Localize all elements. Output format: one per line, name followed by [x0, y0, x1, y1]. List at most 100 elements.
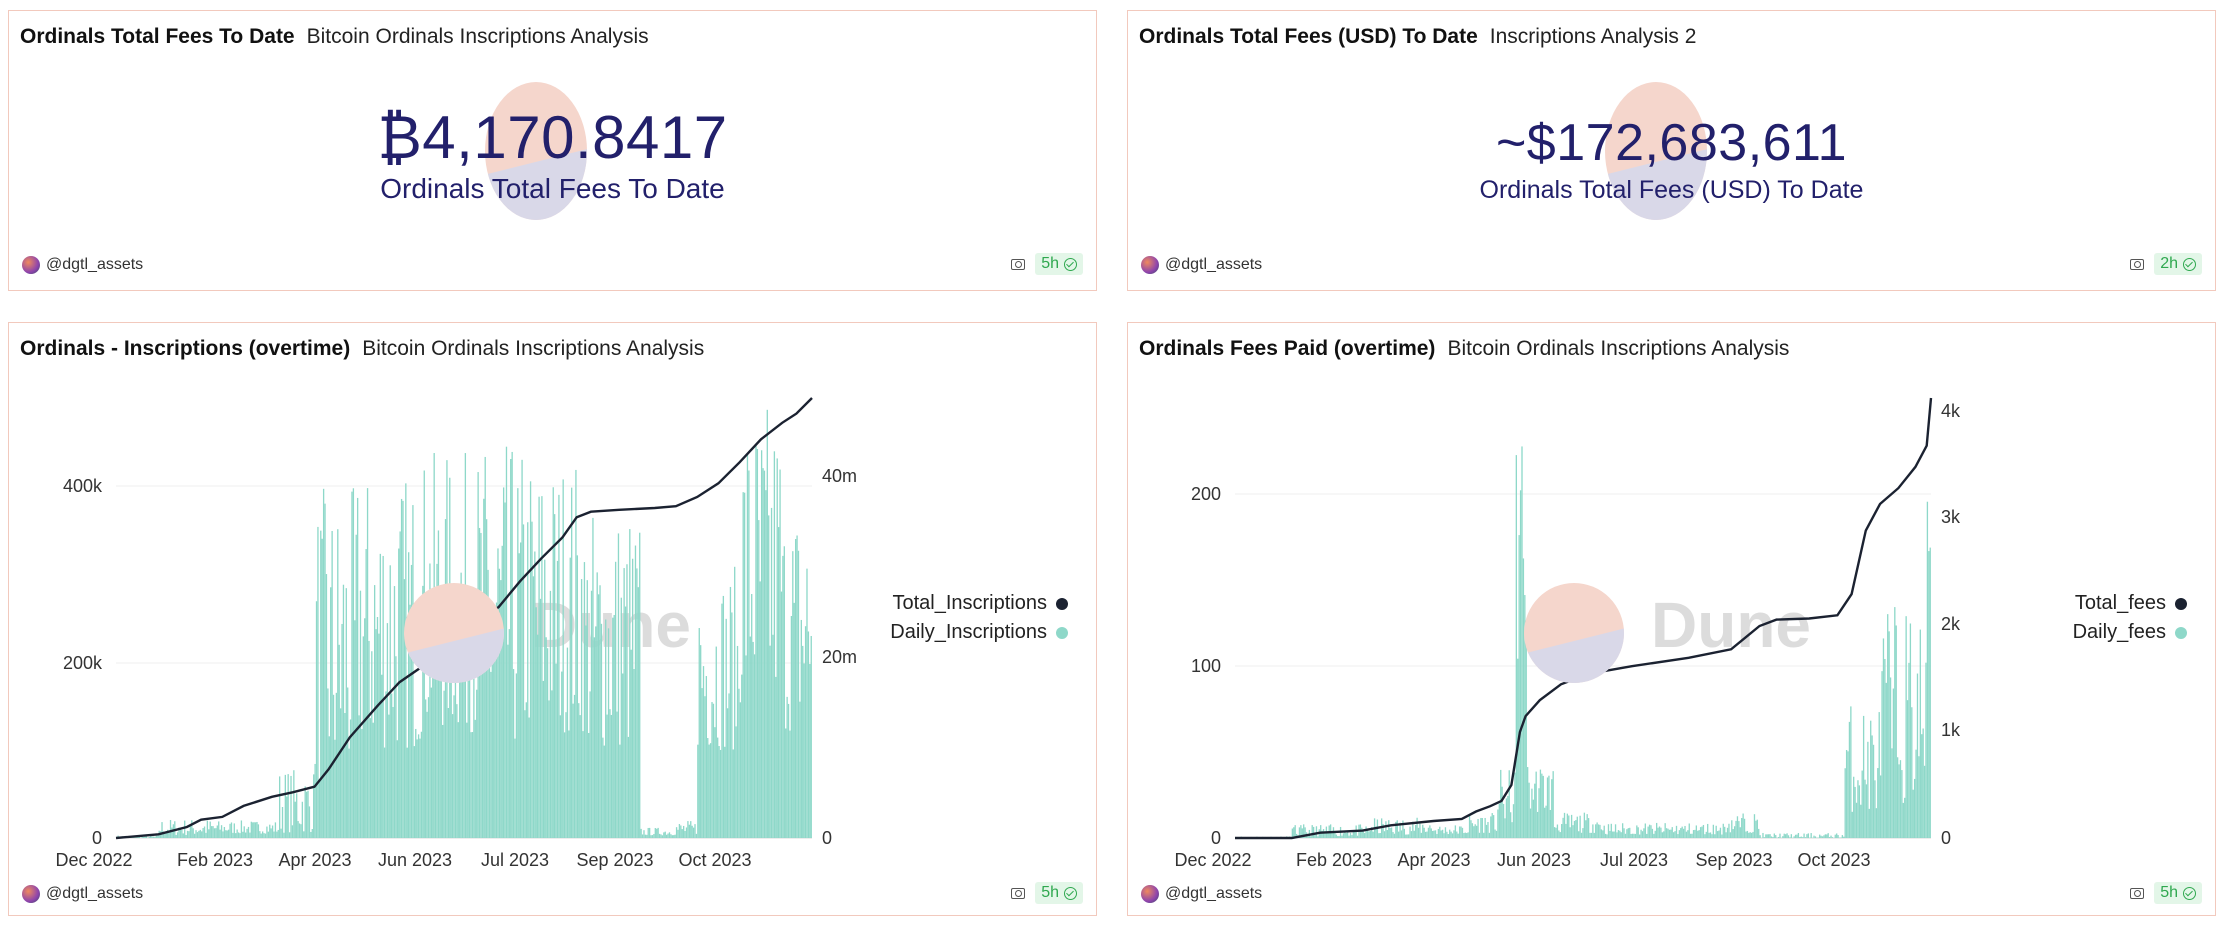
bar: [1544, 807, 1546, 838]
bar: [1840, 837, 1842, 838]
bar: [1293, 827, 1295, 838]
author-link[interactable]: @dgtl_assets: [1141, 885, 1262, 903]
bar: [354, 620, 356, 838]
legend-item[interactable]: Daily_Inscriptions: [890, 618, 1068, 647]
bar: [663, 832, 665, 838]
bar: [1548, 775, 1550, 838]
camera-icon[interactable]: [1011, 258, 1026, 270]
bar: [578, 703, 580, 838]
bar: [1769, 834, 1771, 838]
bar: [191, 820, 193, 838]
bar: [735, 726, 737, 838]
refresh-status-badge[interactable]: 5h: [2154, 882, 2202, 904]
bar: [534, 551, 536, 838]
legend-item[interactable]: Daily_fees: [2073, 618, 2187, 647]
counter-panel-fees-usd: Ordinals Total Fees (USD) To Date Inscrip…: [1127, 10, 2216, 291]
refresh-status-badge[interactable]: 2h: [2154, 253, 2202, 275]
bar: [399, 531, 401, 838]
bar: [1630, 833, 1632, 838]
bar: [602, 737, 604, 838]
bar: [1403, 828, 1405, 838]
bar: [1427, 827, 1430, 838]
bar: [256, 821, 258, 838]
legend-item[interactable]: Total_fees: [2073, 589, 2187, 618]
camera-icon[interactable]: [2130, 887, 2145, 899]
camera-icon[interactable]: [2130, 258, 2145, 270]
author-link[interactable]: @dgtl_assets: [22, 256, 143, 274]
bar: [167, 829, 169, 838]
legend-swatch: [1056, 626, 1068, 639]
check-circle-icon: [1064, 257, 1077, 271]
bar: [1389, 827, 1391, 838]
bar: [1667, 828, 1669, 838]
bar: [1352, 830, 1354, 838]
bar: [585, 625, 587, 838]
fees-paid-chart[interactable]: 0 100 200 0 1k 2k 3k 4k Dec 2022 Feb 2023 Apr 2023…: [1128, 323, 2217, 917]
panel-subtitle[interactable]: Bitcoin Ordinals Inscriptions Analysis: [1447, 337, 1790, 360]
counter-panel-fees-btc: Ordinals Total Fees To Date Bitcoin Ordin…: [8, 10, 1097, 291]
bar: [634, 545, 637, 838]
panel-title[interactable]: Ordinals Total Fees (USD) To Date: [1139, 25, 1478, 48]
bar: [1613, 831, 1615, 838]
bar: [551, 690, 553, 838]
panel-title[interactable]: Ordinals Total Fees To Date: [20, 25, 295, 48]
bar: [481, 645, 484, 838]
bar: [802, 645, 804, 838]
bar: [515, 673, 518, 838]
bar: [1561, 824, 1563, 838]
author-link[interactable]: @dgtl_assets: [22, 885, 143, 903]
panel-subtitle[interactable]: Inscriptions Analysis 2: [1489, 25, 1697, 48]
camera-icon[interactable]: [1011, 887, 1026, 899]
bar: [704, 696, 706, 838]
panel-subtitle[interactable]: Bitcoin Ordinals Inscriptions Analysis: [306, 25, 649, 48]
bar: [1361, 827, 1363, 838]
panel-title[interactable]: Ordinals - Inscriptions (overtime): [20, 337, 351, 360]
bar: [759, 581, 761, 838]
legend-item[interactable]: Total_Inscriptions: [890, 589, 1068, 618]
bar: [388, 714, 390, 838]
bar: [447, 707, 450, 838]
refresh-status-badge[interactable]: 5h: [1035, 253, 1083, 275]
bar: [269, 824, 271, 838]
bar: [314, 763, 316, 838]
bar: [474, 719, 476, 838]
bar: [416, 739, 418, 838]
bar: [1694, 829, 1696, 838]
y-left-tick-label: 0: [1211, 828, 1221, 848]
inscriptions-chart[interactable]: 0 200k 400k 0 20m 40m Dec 2022 Feb 2023 Apr 2023…: [9, 323, 1098, 917]
bar: [1773, 833, 1775, 838]
panel-subtitle[interactable]: Bitcoin Ordinals Inscriptions Analysis: [362, 337, 705, 360]
bar: [1590, 832, 1593, 838]
bar: [1906, 700, 1909, 838]
y-left-tick-label: 400k: [63, 476, 103, 496]
bar: [780, 591, 783, 838]
bar: [695, 833, 698, 838]
bar: [1467, 832, 1469, 838]
y-right-tick-label: 40m: [822, 466, 857, 486]
bar: [240, 820, 243, 838]
bar: [612, 617, 614, 838]
bar: [439, 647, 441, 838]
refresh-status-badge[interactable]: 5h: [1035, 882, 1083, 904]
bar: [646, 834, 648, 838]
bar: [466, 722, 468, 838]
bar: [1691, 833, 1693, 838]
bar: [765, 490, 767, 838]
bar: [196, 832, 199, 838]
bar: [1901, 770, 1903, 838]
bar: [508, 629, 510, 838]
bar: [569, 557, 571, 838]
bar: [202, 828, 204, 838]
author-link[interactable]: @dgtl_assets: [1141, 256, 1262, 274]
bar: [236, 829, 238, 838]
panel-title[interactable]: Ordinals Fees Paid (overtime): [1139, 337, 1436, 360]
bar: [705, 676, 708, 838]
counter-value: ~$172,683,611: [1495, 114, 1848, 172]
bar: [1303, 824, 1305, 838]
bar: [305, 791, 308, 838]
refresh-age: 5h: [1041, 255, 1059, 272]
bar: [691, 825, 693, 838]
bar: [1464, 832, 1466, 838]
bar: [1609, 830, 1611, 838]
bar: [271, 825, 274, 838]
